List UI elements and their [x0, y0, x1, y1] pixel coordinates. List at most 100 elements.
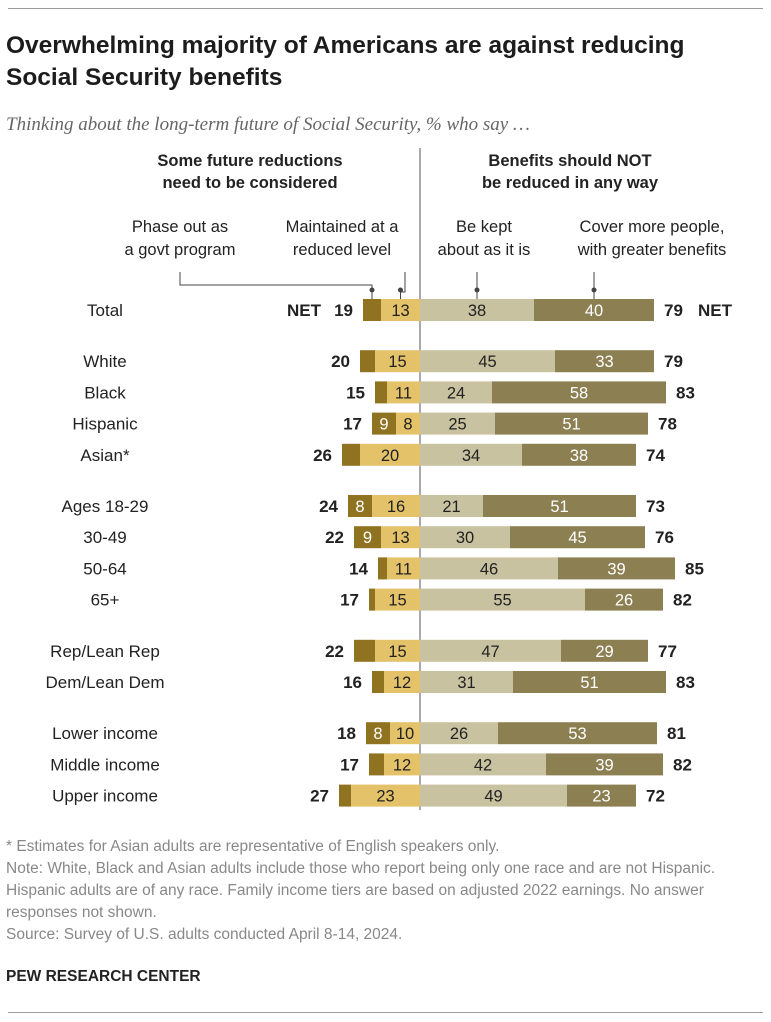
bar-label-kept: 21 — [442, 498, 460, 516]
bar-phase_out — [354, 639, 375, 662]
bar-reduced — [375, 588, 420, 611]
right-group-header-line: be reduced in any way — [482, 174, 659, 192]
row-label: Rep/Lean Rep — [50, 642, 160, 661]
row-label: Upper income — [52, 787, 158, 806]
bar-label-more: 29 — [595, 643, 613, 661]
top-rule — [8, 8, 763, 9]
series-label-more: Cover more people, — [580, 218, 725, 236]
left-group-header-line: Some future reductions — [157, 152, 342, 170]
bar-label-more: 38 — [570, 447, 588, 465]
net-left-value: 14 — [349, 559, 368, 578]
net-right-value: 85 — [685, 559, 704, 578]
bar-kept — [420, 722, 498, 745]
bar-kept — [420, 671, 513, 693]
net-left-value: 24 — [319, 497, 338, 516]
net-right-value: 82 — [673, 591, 692, 610]
bar-label-kept: 38 — [468, 302, 486, 320]
net-left-value: 19 — [334, 301, 353, 320]
bar-kept — [420, 526, 510, 549]
bar-kept — [420, 412, 495, 435]
net-left-value: 17 — [340, 591, 359, 610]
bar-kept — [420, 639, 561, 662]
bar-more — [498, 722, 657, 745]
bar-more — [522, 443, 636, 466]
net-left-value: 17 — [340, 755, 359, 774]
bar-label-kept: 25 — [448, 416, 466, 434]
left-group-header-line: need to be considered — [162, 174, 337, 192]
chart-title: Overwhelming majority of Americans are a… — [6, 32, 685, 91]
bar-label-more: 40 — [585, 302, 603, 320]
bar-label-reduced: 13 — [391, 302, 409, 320]
bar-phase_out — [378, 557, 387, 580]
leader-dot-more — [591, 287, 597, 293]
bar-phase_out — [342, 443, 360, 466]
series-label-more: with greater benefits — [577, 241, 727, 259]
net-right-value: 83 — [676, 673, 695, 692]
bar-reduced — [360, 443, 420, 466]
row-label: 30-49 — [83, 528, 126, 547]
leader-dot-reduced — [398, 287, 403, 293]
bar-label-kept: 31 — [457, 674, 475, 692]
net-right-value: 83 — [676, 383, 695, 402]
bar-more — [510, 526, 645, 549]
bar-label-more: 33 — [595, 353, 613, 371]
row-label: Ages 18-29 — [62, 497, 149, 516]
leader-dot-phase-out — [369, 287, 375, 293]
bar-label-more: 23 — [592, 788, 610, 806]
bar-phase_out — [369, 753, 384, 776]
bar-more — [567, 784, 636, 807]
bar-reduced — [396, 412, 420, 435]
bar-kept — [420, 495, 483, 517]
net-right-value: 72 — [646, 787, 665, 806]
bar-phase_out — [372, 412, 396, 435]
bar-phase_out — [360, 350, 375, 373]
net-right-value: 77 — [658, 642, 677, 661]
series-label-kept: Be kept — [456, 218, 512, 236]
bar-label-kept: 45 — [478, 353, 496, 371]
leader-line-reduced — [400, 272, 406, 299]
leader-dot-kept — [474, 287, 480, 293]
bar-kept — [420, 350, 555, 373]
bar-reduced — [390, 722, 420, 745]
bar-label-kept: 30 — [456, 529, 474, 547]
bar-label-reduced: 13 — [391, 529, 409, 547]
bar-reduced — [351, 784, 420, 807]
bar-label-more: 51 — [550, 498, 568, 516]
right-group-header-line: Benefits should NOT — [488, 152, 651, 170]
series-label-reduced: reduced level — [293, 241, 391, 259]
bar-kept — [420, 753, 546, 776]
net-left-value: 17 — [343, 415, 362, 434]
bar-phase_out — [339, 784, 351, 807]
bar-label-reduced: 12 — [393, 756, 411, 774]
bar-more — [558, 557, 675, 580]
bar-more — [546, 753, 663, 776]
bar-phase_out — [375, 381, 387, 404]
row-label: Lower income — [52, 724, 158, 743]
bar-label-reduced: 11 — [395, 384, 412, 402]
bar-more — [555, 350, 654, 373]
bar-label-phase_out: 8 — [373, 725, 382, 743]
bar-label-reduced: 15 — [388, 592, 406, 610]
bar-label-more: 51 — [580, 674, 598, 692]
bar-more — [492, 381, 666, 404]
net-left-label: NET — [287, 301, 322, 320]
net-right-value: 76 — [655, 528, 674, 547]
bar-reduced — [375, 350, 420, 373]
row-label: Black — [84, 383, 126, 402]
net-right-value: 81 — [667, 724, 686, 743]
bar-phase_out — [354, 526, 381, 549]
bar-label-phase_out: 9 — [363, 529, 372, 547]
row-label: Middle income — [50, 755, 160, 774]
bar-more — [513, 671, 666, 693]
bar-label-kept: 46 — [480, 560, 498, 578]
bar-label-reduced: 10 — [396, 725, 414, 743]
bar-label-kept: 24 — [447, 384, 465, 402]
bar-reduced — [372, 495, 420, 517]
bar-more — [585, 588, 663, 611]
net-right-value: 79 — [664, 301, 683, 320]
diverging-bar-chart: Some future reductions need to be conside… — [45, 148, 733, 810]
bar-label-more: 53 — [568, 725, 586, 743]
chart-subtitle: Thinking about the long-term future of S… — [6, 114, 530, 135]
asterisk-note: * Estimates for Asian adults are represe… — [6, 838, 500, 855]
bar-phase_out — [363, 299, 381, 321]
